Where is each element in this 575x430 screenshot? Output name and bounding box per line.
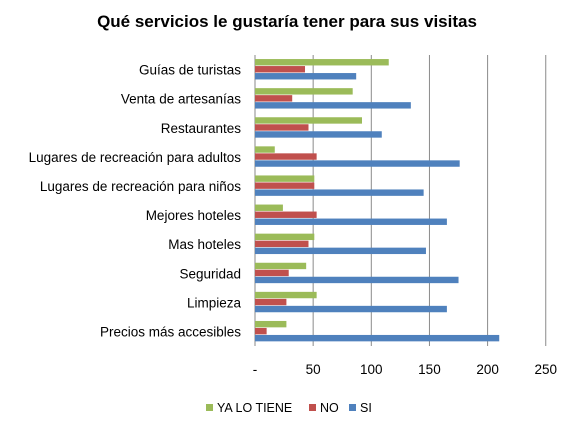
category-label: Lugares de recreación para niños — [40, 179, 241, 194]
x-tick-label: 150 — [418, 362, 441, 377]
bar-no-3 — [255, 153, 317, 160]
legend-swatch-1 — [309, 404, 316, 411]
bar-ya-lo-tiene-1 — [255, 88, 353, 95]
bar-si-3 — [255, 160, 460, 167]
category-label: Seguridad — [179, 266, 241, 281]
bar-si-2 — [255, 131, 382, 138]
x-tick-label: 50 — [306, 362, 321, 377]
bar-no-1 — [255, 95, 293, 102]
x-axis-ticks: - 50 100 150 200 250 — [253, 362, 557, 377]
bar-ya-lo-tiene-9 — [255, 320, 287, 328]
bar-si-7 — [255, 276, 459, 284]
bar-si-6 — [255, 247, 426, 255]
bar-ya-lo-tiene-7 — [255, 262, 307, 270]
bar-ya-lo-tiene-4 — [255, 175, 315, 182]
category-label: Mas hoteles — [168, 237, 241, 252]
bar-no-2 — [255, 124, 309, 131]
x-tick-label: - — [253, 362, 258, 377]
category-label: Guías de turistas — [139, 63, 241, 78]
chart-title: Qué servicios le gustaría tener para sus… — [97, 12, 477, 31]
bar-ya-lo-tiene-0 — [255, 59, 389, 66]
bar-si-8 — [255, 305, 447, 313]
bar-si-9 — [255, 334, 500, 342]
category-label: Mejores hoteles — [146, 208, 242, 223]
bars — [255, 59, 500, 342]
legend-label-0: YA LO TIENE — [217, 401, 292, 415]
bar-no-9 — [255, 327, 267, 335]
bar-no-8 — [255, 298, 287, 306]
bar-ya-lo-tiene-2 — [255, 117, 362, 124]
x-tick-label: 200 — [476, 362, 499, 377]
bar-si-0 — [255, 73, 357, 80]
bar-ya-lo-tiene-6 — [255, 233, 315, 241]
legend-label-1: NO — [320, 401, 339, 415]
legend-swatch-2 — [349, 404, 356, 411]
bar-ya-lo-tiene-3 — [255, 146, 275, 153]
bar-no-4 — [255, 182, 315, 189]
legend-swatch-0 — [206, 404, 213, 411]
category-label: Lugares de recreación para adultos — [29, 150, 242, 165]
category-label: Restaurantes — [161, 121, 242, 136]
legend-label-2: SI — [360, 401, 372, 415]
bar-no-0 — [255, 66, 306, 73]
bar-ya-lo-tiene-8 — [255, 291, 317, 299]
legend: YA LO TIENE NO SI — [206, 401, 372, 415]
bar-ya-lo-tiene-5 — [255, 204, 283, 211]
bar-si-5 — [255, 218, 447, 225]
category-label: Precios más accesibles — [100, 324, 241, 339]
bar-no-6 — [255, 240, 309, 248]
gridlines — [254, 55, 547, 346]
category-label: Venta de artesanías — [121, 92, 241, 107]
bar-no-7 — [255, 269, 289, 277]
bar-no-5 — [255, 211, 317, 218]
bar-si-1 — [255, 102, 411, 109]
bar-si-4 — [255, 189, 424, 196]
category-label: Limpieza — [187, 295, 242, 310]
x-tick-label: 100 — [360, 362, 383, 377]
category-labels: Guías de turistas Venta de artesanías Rest… — [29, 63, 242, 340]
x-tick-label: 250 — [534, 362, 557, 377]
